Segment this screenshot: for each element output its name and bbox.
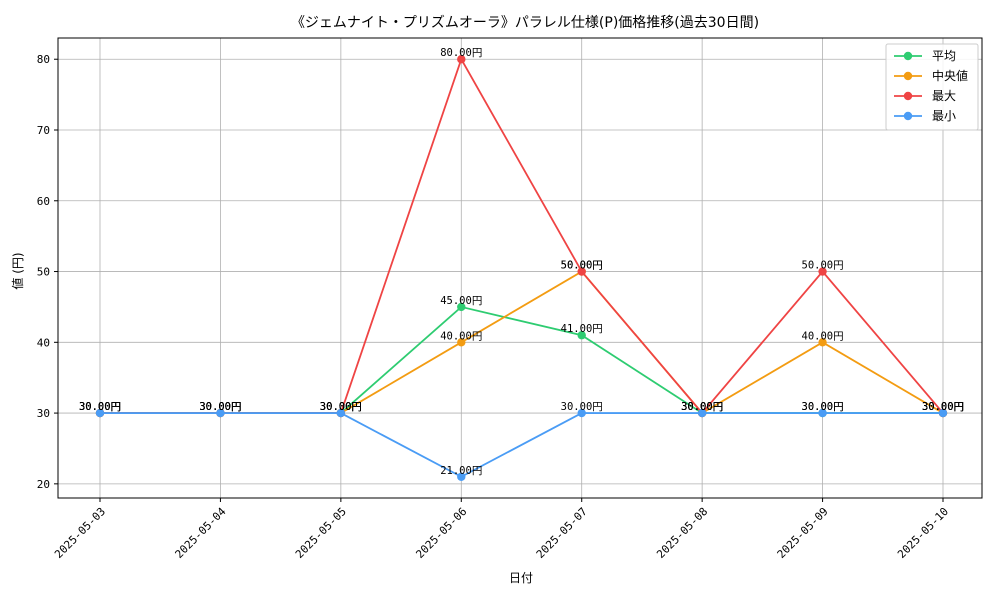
legend-entry: 平均: [932, 49, 956, 63]
legend-marker: [903, 51, 913, 61]
y-tick-label: 70: [37, 124, 50, 137]
data-label: 30.00円: [681, 401, 723, 413]
x-tick-label: 2025-05-10: [895, 505, 951, 561]
x-axis-label: 日付: [509, 571, 533, 585]
data-label: 30.00円: [802, 401, 844, 413]
y-tick-label: 60: [37, 195, 50, 208]
data-label: 30.00円: [199, 401, 241, 413]
x-tick-label: 2025-05-04: [173, 505, 229, 561]
data-point: [95, 408, 105, 418]
data-label: 40.00円: [802, 330, 844, 342]
data-labels-layer: 30.00円 30.00円 30.00円 45.00円 41.00円 30.00円 30.0…: [79, 47, 964, 477]
data-point: [577, 267, 586, 276]
data-label: 50.00円: [802, 260, 844, 272]
data-point: [818, 267, 827, 276]
y-tick-label: 50: [37, 266, 50, 279]
data-label: 45.00円: [440, 295, 482, 307]
data-label: 30.00円: [79, 401, 121, 413]
data-label: 30.00円: [681, 401, 723, 413]
data-point: [577, 408, 586, 418]
data-point: [577, 331, 586, 340]
data-label: 30.00円: [320, 401, 362, 413]
legend-marker: [903, 91, 913, 101]
series-layer: [95, 55, 948, 481]
y-tick-label: 80: [37, 53, 50, 66]
data-label: 30.00円: [320, 401, 362, 413]
data-label: 30.00円: [79, 401, 121, 413]
legend-entry: 最大: [932, 89, 956, 103]
plot-frame: [57, 37, 983, 499]
x-tick-label: 2025-05-07: [534, 505, 590, 561]
data-point: [938, 408, 948, 418]
data-point: [457, 472, 466, 481]
data-label: 40.00円: [440, 330, 482, 342]
data-point: [457, 338, 466, 347]
y-tick-label: 30: [37, 407, 50, 420]
legend-entry: 最小: [932, 109, 956, 123]
data-label: 30.00円: [561, 401, 603, 413]
series-line: [100, 305, 943, 414]
data-label: 30.00円: [922, 401, 964, 413]
data-label: 50.00円: [561, 260, 603, 272]
data-label: 30.00円: [922, 401, 964, 413]
data-label: 30.00円: [681, 401, 723, 413]
y-tick-label: 20: [37, 478, 50, 491]
data-label: 30.00円: [199, 401, 241, 413]
x-tick-label: 2025-05-08: [654, 505, 710, 561]
x-tick-label: 2025-05-06: [413, 505, 469, 561]
legend-box: [885, 43, 979, 131]
data-point: [457, 302, 466, 312]
series-line: [100, 57, 944, 415]
data-label: 30.00円: [199, 401, 241, 413]
chart-title: 《ジェムナイト・プリズムオーラ》パラレル仕様(P)価格推移(過去30日間): [291, 15, 759, 31]
legend-marker: [903, 111, 913, 121]
y-axis-label: 値 (円): [10, 252, 25, 289]
axes-layer: 2025-05-03 2025-05-04 2025-05-05 2025-05-06…: [37, 37, 983, 561]
x-tick-label: 2025-05-05: [293, 505, 349, 561]
legend-entry: 中央値: [932, 68, 968, 83]
x-tick-label: 2025-05-09: [775, 505, 831, 561]
data-point: [457, 55, 466, 64]
data-point: [818, 338, 827, 347]
data-point: [697, 408, 707, 418]
y-tick-label: 40: [37, 336, 50, 349]
series-line: [100, 412, 943, 478]
data-label: 30.00円: [922, 401, 964, 413]
data-label: 30.00円: [922, 401, 964, 413]
data-label: 30.00円: [79, 401, 121, 413]
data-label: 50.00円: [561, 260, 603, 272]
data-point: [818, 408, 827, 418]
legend-marker: [903, 71, 913, 81]
x-tick-label: 2025-05-03: [52, 505, 108, 561]
data-label: 80.00円: [440, 47, 482, 59]
data-label: 30.00円: [320, 401, 362, 413]
data-label: 21.00円: [440, 465, 482, 477]
series-3: [95, 408, 948, 481]
data-label: 30.00円: [199, 401, 241, 413]
data-label: 30.00円: [802, 401, 844, 413]
data-label: 30.00円: [79, 401, 121, 413]
data-point: [216, 408, 225, 418]
data-label: 30.00円: [320, 401, 362, 413]
data-label: 41.00円: [561, 323, 603, 335]
data-point: [336, 408, 346, 418]
series-2: [95, 55, 948, 418]
data-label: 30.00円: [681, 401, 723, 413]
